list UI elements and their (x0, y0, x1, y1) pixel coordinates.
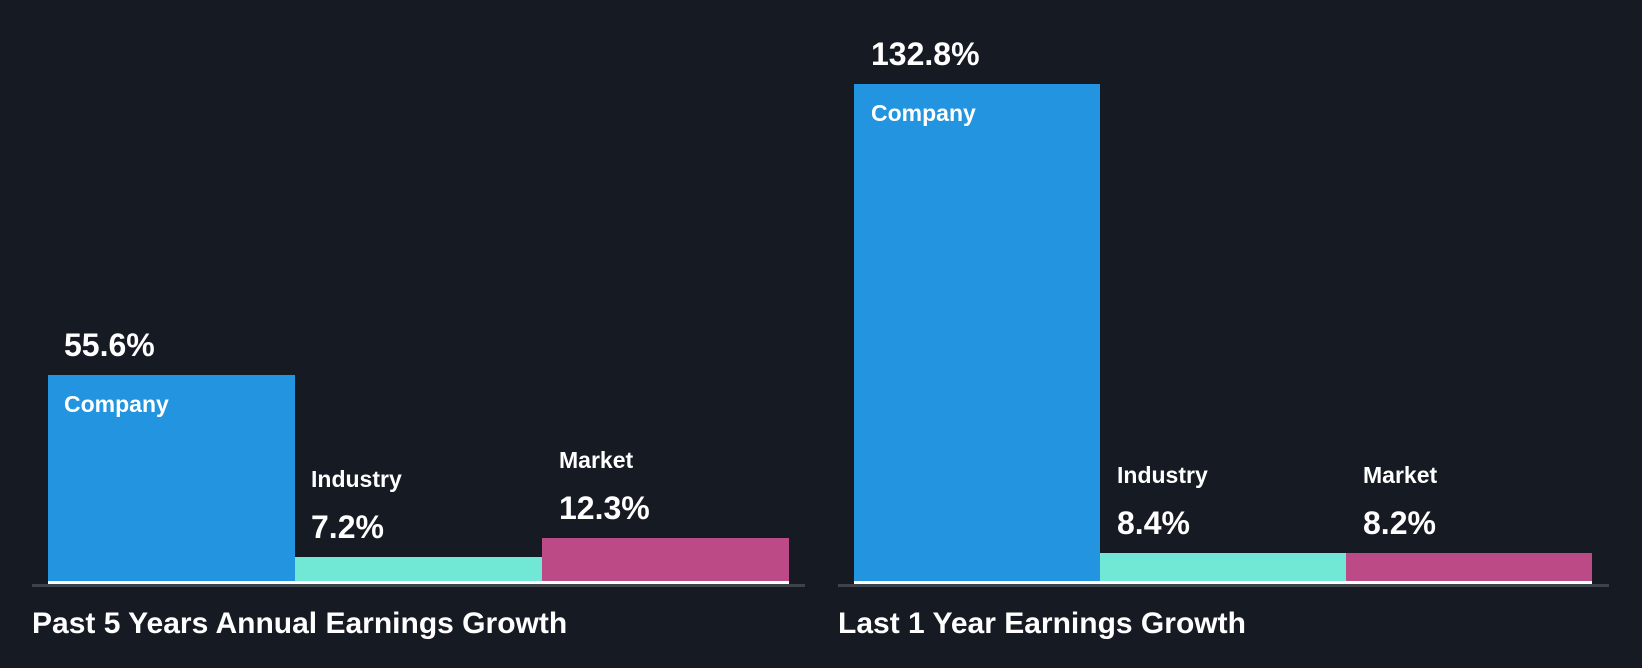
bar-label-industry: Industry (1117, 462, 1208, 488)
bar-market (1346, 553, 1592, 582)
x-axis-line (32, 584, 805, 587)
bar-label-market: Market (559, 447, 634, 473)
chart-title: Last 1 Year Earnings Growth (838, 607, 1246, 640)
value-label-company: 55.6% (64, 327, 155, 363)
bar-label-company: Company (64, 391, 169, 417)
bar-market (542, 538, 789, 582)
bar-industry (1100, 553, 1346, 582)
bar-label-market: Market (1363, 462, 1438, 488)
value-label-market: 12.3% (559, 490, 650, 526)
chart-last-1-year: 132.8% Company Industry 8.4% Market 8.2%… (821, 0, 1642, 668)
bars-baseline (854, 581, 1592, 584)
bar-company (854, 84, 1100, 582)
value-label-market: 8.2% (1363, 505, 1436, 541)
bar-company (48, 375, 295, 582)
bar-industry (295, 557, 542, 582)
value-label-industry: 7.2% (311, 509, 384, 545)
bar-label-company: Company (871, 100, 976, 126)
bar-label-industry: Industry (311, 466, 402, 492)
chart-past-5-years: 55.6% Company Industry 7.2% Market 12.3%… (32, 327, 805, 640)
value-label-industry: 8.4% (1117, 505, 1190, 541)
chart-title: Past 5 Years Annual Earnings Growth (32, 607, 568, 640)
x-axis-line (838, 584, 1609, 587)
bars-baseline (48, 581, 789, 584)
value-label-company: 132.8% (871, 36, 980, 72)
